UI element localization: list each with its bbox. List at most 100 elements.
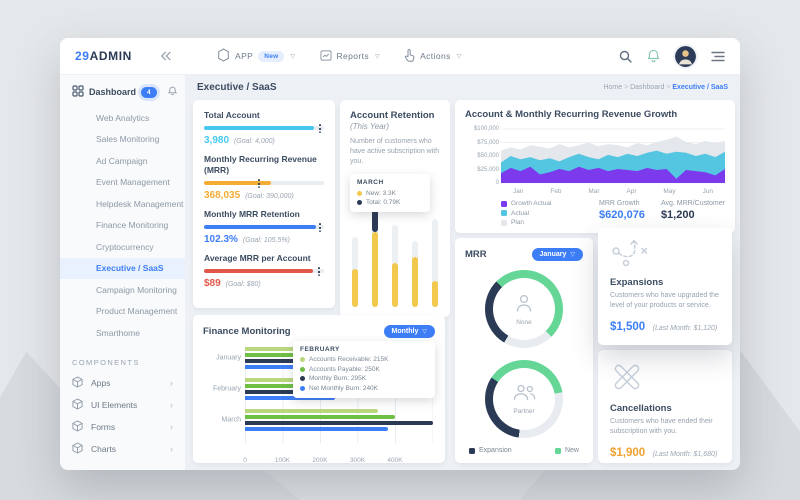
finance-bar[interactable] [245,359,313,363]
sidebar-component-apps[interactable]: Apps › [60,372,185,394]
alarm-bell-icon[interactable] [167,86,178,98]
x-tick-label: 100K [274,457,291,464]
x-tick-label: Jun [702,188,713,195]
app-logo[interactable]: 29ADMIN [60,49,156,63]
y-tick-label: $50,000 [477,153,499,159]
sidebar-item[interactable]: Finance Monitoring [96,220,169,231]
component-label: Forms [91,421,116,432]
retention-bar[interactable] [372,207,378,307]
kpi-progress-bar[interactable] [204,123,324,133]
retention-bar-chart[interactable] [352,207,438,307]
tooltip-row: New: 3.3K [357,188,423,198]
breadcrumb-item[interactable]: Home [603,84,623,91]
sidebar-item[interactable]: Campaign Monitoring [96,284,177,295]
kpi-value: 3,980 [204,135,230,147]
legend-swatch [501,210,507,216]
retention-bar[interactable] [352,237,358,307]
tooltip-title: MARCH [357,179,384,187]
finance-bar[interactable] [245,353,313,357]
top-navbar: 29ADMIN APP New ▽ Reports ▽ Actions ▽ [60,38,740,75]
category-label: March [221,416,241,424]
reports-menu-label: Reports [336,51,370,61]
mrr-legend: Expansion New [469,447,579,454]
legend-swatch [469,447,475,454]
card-title: MRR [465,249,487,260]
cube-icon [72,419,83,434]
finance-bar[interactable] [245,396,335,400]
mrr-month-select[interactable]: January ▽ [531,248,583,261]
search-icon[interactable] [619,50,632,63]
sidebar-item[interactable]: Ad Campaign [96,155,148,166]
chevron-right-icon: › [170,443,173,454]
sidebar-item[interactable]: Cryptocurrency [96,241,154,252]
legend-item: Plan [501,219,551,226]
app-window: 29ADMIN APP New ▽ Reports ▽ Actions ▽ [60,38,740,470]
kpi-progress-bar[interactable] [204,266,324,276]
finance-bar[interactable] [245,427,388,431]
legend-dot [300,385,305,391]
notifications-bell-icon[interactable] [647,49,660,63]
finance-bar[interactable] [245,378,326,382]
app-menu[interactable]: APP New ▽ [217,48,296,64]
x-tick-label: 300K [349,457,366,464]
sidebar-item[interactable]: Executive / SaaS [60,257,185,279]
reports-icon [319,49,332,63]
sidebar-collapse-icon[interactable] [158,50,171,62]
kpi-value: 368,035 [204,190,241,202]
breadcrumb-separator: > [664,84,673,91]
sidebar-item[interactable]: Product Management [96,306,178,317]
actions-menu[interactable]: Actions ▽ [404,48,462,64]
cancellations-value-row: $1,900 (Last Month: $1,680) [610,443,720,461]
kpi-goal: (Goal: 390,000) [243,193,294,201]
tooltip-row-label: New: 3.3K [366,189,396,197]
user-avatar[interactable] [675,45,696,67]
chevron-down-icon: ▽ [456,53,462,60]
legend-label: New [564,447,579,454]
breadcrumb-item[interactable]: Dashboard [630,84,665,91]
donut-label: Partner [513,408,535,415]
sidebar-item[interactable]: Smarthome [96,327,140,338]
kpi-progress-bar[interactable] [204,178,324,188]
tooltip-row-label: Accounts Receivable: 215K [309,356,389,364]
cube-icon [72,441,83,456]
finance-bar[interactable] [245,384,339,388]
mrr-donut-partner[interactable]: Partner [485,360,563,438]
tooltip-row: Total: 0.79K [357,198,423,208]
expansions-last-month: (Last Month: $1,120) [652,325,718,333]
reports-menu[interactable]: Reports ▽ [319,49,381,63]
sidebar-nav: Web Analytics Sales Monitoring Ad Campaign… [60,107,185,344]
sidebar-item[interactable]: Web Analytics [96,112,150,123]
expansions-card: Expansions Customers who have upgraded t… [598,228,732,345]
menu-icon[interactable] [711,51,725,62]
sidebar-item[interactable]: Helpdesk Management [96,198,184,209]
area-chart[interactable]: $100,000 $75,000 $50,000 $25,000 0 Jan Feb Mar… [465,125,725,197]
chevron-right-icon: › [170,399,173,410]
retention-bar[interactable] [392,225,398,307]
sidebar-item[interactable]: Event Management [96,177,170,188]
hexagon-icon [217,48,230,64]
tooltip-row: Net Monthly Burn: 240K [300,384,428,394]
finance-bar-group [245,347,433,369]
finance-bar[interactable] [245,365,313,369]
card-title: Expansions [610,277,664,288]
retention-bar[interactable] [412,241,418,307]
strategy-sketch-icon [610,239,652,271]
sidebar-item[interactable]: Sales Monitoring [96,134,160,145]
finance-period-select[interactable]: Monthly ▽ [383,325,435,338]
sidebar-component-ui-elements[interactable]: UI Elements › [60,394,185,416]
retention-bar[interactable] [432,219,438,307]
kpi-progress-bar[interactable] [204,222,324,232]
mrr-donut-none[interactable]: None [485,270,563,348]
actions-menu-label: Actions [420,51,451,61]
sidebar-component-forms[interactable]: Forms › [60,416,185,438]
tooltip-row-label: Accounts Payable: 250K [309,365,380,373]
sidebar-component-charts[interactable]: Charts › [60,438,185,460]
sidebar-item-dashboard[interactable]: Dashboard 4 [60,75,185,107]
finance-bar[interactable] [245,421,433,425]
navbar-menus: APP New ▽ Reports ▽ Actions ▽ [217,48,462,64]
finance-bar[interactable] [245,409,379,413]
page-header: Executive / SaaS Home > Dashboard > Exec… [185,75,740,100]
finance-bar[interactable] [245,415,395,419]
finance-bar[interactable] [245,347,302,351]
breadcrumb-separator: > [622,84,631,91]
